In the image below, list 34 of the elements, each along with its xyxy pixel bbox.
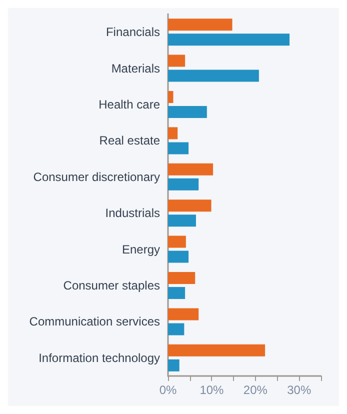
y-tick-label: Consumer staples (63, 278, 160, 292)
bar (168, 287, 186, 299)
bar (168, 34, 290, 46)
bar (168, 236, 186, 248)
y-tick-label: Real estate (99, 134, 160, 148)
bar (168, 344, 266, 356)
bar (168, 106, 207, 118)
y-tick-label: Financials (106, 25, 160, 40)
bar (168, 359, 180, 372)
x-tick-label: 10% (200, 383, 224, 397)
bar (168, 250, 189, 263)
bar (168, 272, 196, 284)
y-tick-label: Industrials (105, 206, 160, 220)
bar (168, 323, 184, 336)
bar (168, 163, 214, 176)
x-tick-label: 20% (243, 383, 268, 397)
y-tick-label: Energy (122, 242, 160, 256)
bar (168, 200, 212, 212)
y-tick-label: Materials (111, 61, 160, 76)
bar (168, 91, 174, 103)
bar (168, 54, 186, 67)
bar (168, 214, 196, 227)
bar (168, 70, 259, 82)
bar (168, 18, 232, 31)
bar (168, 178, 199, 190)
bar (168, 142, 189, 154)
y-tick-label: Communication services (29, 314, 160, 329)
x-tick-label: 0% (159, 383, 177, 397)
y-tick-label: Information technology (38, 350, 160, 365)
bar (168, 308, 199, 320)
y-tick-label: Consumer discretionary (33, 170, 160, 184)
y-tick-label: Health care (98, 98, 160, 112)
bar (168, 127, 178, 140)
x-tick-label: 30% (287, 383, 312, 397)
